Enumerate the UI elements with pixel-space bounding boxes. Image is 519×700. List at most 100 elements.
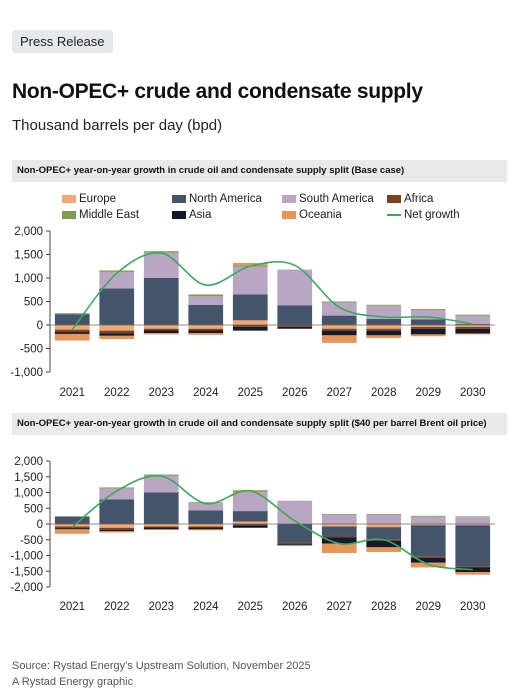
net-growth-line [71, 475, 473, 571]
bar-middle-east-2022 [99, 270, 135, 272]
bar-north-america-2021 [54, 314, 90, 325]
bar-africa-2023 [143, 526, 179, 528]
x-tick-label: 2023 [148, 601, 174, 613]
legend-item-asia: Asia [172, 209, 211, 221]
x-tick-label: 2027 [326, 601, 352, 613]
bar-south-america-2030 [455, 315, 491, 325]
y-tick-label: 500 [24, 297, 43, 309]
bar-africa-2026 [277, 325, 313, 327]
bar-oceania-2027 [321, 335, 357, 343]
bar-asia-2030 [455, 328, 491, 334]
bar-oceania-2027 [321, 543, 357, 553]
source-note: Source: Rystad Energy's Upstream Solutio… [12, 658, 311, 690]
bar-north-america-2023 [143, 492, 179, 524]
bar-oceania-2028 [366, 547, 402, 553]
bar-south-america-2024 [188, 503, 224, 511]
x-tick-label: 2026 [282, 387, 308, 399]
chart-40-brent: -2,000 -1,500 -1,000 -500 0 500 1,000 1,500 2,00… [10, 456, 495, 613]
bar-oceania-2028 [366, 335, 402, 339]
bar-africa-2030 [455, 566, 491, 568]
bar-africa-2029 [410, 326, 446, 329]
y-tick-label: -1,000 [10, 367, 43, 379]
bar-africa-2022 [99, 527, 135, 530]
bar-south-america-2029 [410, 309, 446, 320]
x-tick-label: 2030 [460, 601, 486, 613]
bar-middle-east-2029 [410, 309, 446, 310]
x-tick-label: 2022 [104, 387, 130, 399]
y-tick-label: 1,000 [14, 273, 43, 285]
bar-africa-2027 [321, 535, 357, 538]
bar-asia-2029 [410, 328, 446, 335]
bar-europe-2023 [143, 524, 179, 527]
bar-oceania-2021 [54, 529, 90, 534]
bar-africa-2023 [143, 328, 179, 331]
bar-europe-2025 [232, 320, 268, 325]
bar-south-america-2026 [277, 500, 313, 524]
bar-north-america-2030 [455, 324, 491, 325]
bar-oceania-2023 [143, 529, 179, 530]
bar-oceania-2024 [188, 529, 224, 531]
x-tick-label: 2025 [237, 387, 263, 399]
y-tick-label: 1,500 [14, 250, 43, 262]
bar-north-america-2024 [188, 304, 224, 325]
bar-europe-2030 [455, 325, 491, 327]
bar-south-america-2027 [321, 514, 357, 524]
legend-swatch [282, 195, 296, 203]
bar-asia-2027 [321, 330, 357, 336]
y-tick-label: 2,000 [14, 456, 43, 468]
y-tick-label: 500 [24, 503, 43, 515]
legend-swatch [62, 195, 76, 203]
bar-asia-2023 [143, 527, 179, 530]
bar-north-america-2022 [99, 288, 135, 325]
legend-item-net-growth: Net growth [387, 209, 460, 221]
y-tick-label: 0 [37, 320, 43, 332]
bar-oceania-2021 [54, 333, 90, 341]
bar-north-america-2022 [99, 499, 135, 524]
y-tick-label: -500 [20, 535, 43, 547]
x-tick-label: 2027 [326, 387, 352, 399]
bar-africa-2026 [277, 542, 313, 545]
bar-north-america-2026 [277, 305, 313, 325]
y-tick-label: -1,000 [10, 551, 43, 563]
bar-europe-2024 [188, 325, 224, 329]
bar-africa-2025 [232, 325, 268, 327]
x-tick-label: 2029 [415, 387, 441, 399]
bar-europe-2030 [455, 524, 491, 526]
legend-item-north-america: North America [172, 193, 262, 205]
bar-middle-east-2027 [321, 301, 357, 303]
bar-north-america-2029 [410, 525, 446, 557]
y-tick-label: 2,000 [14, 226, 43, 238]
source-text: Source: Rystad Energy's Upstream Solutio… [12, 660, 311, 672]
bar-africa-2024 [188, 526, 224, 528]
legend-item-middle-east: Middle East [62, 209, 139, 221]
bar-south-america-2025 [232, 491, 268, 512]
bar-asia-2026 [277, 544, 313, 546]
bar-asia-2025 [232, 326, 268, 331]
bar-asia-2030 [455, 567, 491, 573]
bar-europe-2027 [321, 524, 357, 527]
bar-north-america-2023 [143, 278, 179, 325]
bar-north-america-2028 [366, 527, 402, 540]
bar-middle-east-2028 [366, 304, 402, 306]
bar-north-america-2026 [277, 524, 313, 543]
bar-asia-2028 [366, 330, 402, 336]
bar-south-america-2023 [143, 252, 179, 278]
bar-asia-2029 [410, 558, 446, 563]
bar-north-america-2024 [188, 510, 224, 524]
bar-north-america-2025 [232, 511, 268, 522]
bar-africa-2024 [188, 328, 224, 331]
bar-africa-2030 [455, 326, 491, 329]
bar-asia-2025 [232, 525, 268, 528]
bar-asia-2022 [99, 333, 135, 336]
x-tick-label: 2025 [237, 601, 263, 613]
legend-swatch [62, 211, 76, 219]
legend-item-oceania: Oceania [282, 209, 342, 221]
legend-item-africa: Africa [387, 193, 433, 205]
page-title: Non-OPEC+ crude and condensate supply [12, 80, 423, 103]
bar-asia-2021 [54, 332, 90, 334]
bar-asia-2022 [99, 529, 135, 532]
bar-middle-east-2023 [143, 474, 179, 476]
bar-asia-2027 [321, 537, 357, 544]
bar-europe-2027 [321, 325, 357, 329]
x-tick-label: 2030 [460, 387, 486, 399]
